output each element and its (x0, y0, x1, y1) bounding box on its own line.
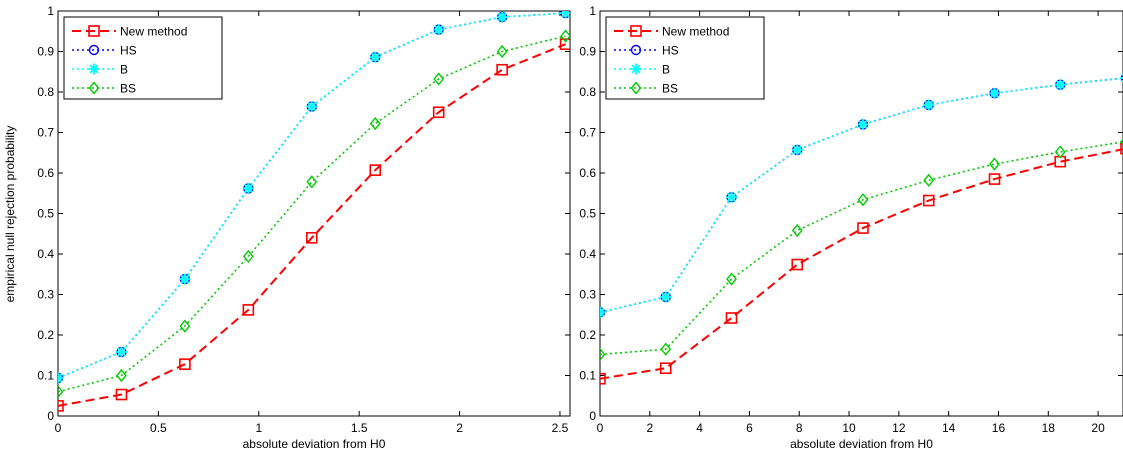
y-tick-label: 0.1 (37, 369, 54, 383)
data-point-b (497, 12, 508, 23)
y-tick-label: 0.2 (579, 328, 596, 342)
x-tick-label: 6 (746, 421, 753, 435)
y-tick-label: 0.8 (579, 85, 596, 99)
x-tick-label: 10 (842, 421, 856, 435)
legend-entry-label: BS (662, 82, 678, 96)
data-point-b (792, 144, 803, 155)
legend-entry-label: HS (120, 44, 137, 58)
data-point-b (660, 291, 671, 302)
y-tick-label: 0.1 (579, 369, 596, 383)
x-tick-label: 18 (1042, 421, 1056, 435)
legend-entry-label: HS (662, 44, 679, 58)
y-tick-label: 0.2 (37, 328, 54, 342)
y-tick-label: 0.3 (579, 288, 596, 302)
legend-marker (89, 64, 100, 75)
y-tick-label: 1 (47, 4, 54, 18)
x-tick-label: 20 (1091, 421, 1105, 435)
x-tick-label: 2.5 (552, 421, 569, 435)
legend: New method HS B BS (64, 17, 222, 99)
x-tick-label: 0.5 (150, 421, 167, 435)
x-tick-label: 8 (796, 421, 803, 435)
shared-y-axis-label: empirical null rejection probability (3, 126, 17, 303)
legend-entry-label: BS (120, 82, 136, 96)
legend-entry-label: New method (120, 25, 187, 39)
x-axis-label: absolute deviation from H0 (243, 437, 386, 451)
y-tick-label: 0 (589, 409, 596, 423)
legend-entry-label: B (120, 63, 128, 77)
x-tick-label: 12 (892, 421, 906, 435)
x-tick-label: 14 (942, 421, 956, 435)
y-tick-label: 0.6 (579, 166, 596, 180)
legend: New method HS B BS (606, 17, 764, 99)
legend-marker (631, 64, 642, 75)
legend-entry-label: B (662, 63, 670, 77)
y-tick-label: 0.7 (579, 126, 596, 140)
data-point-b (370, 52, 381, 63)
y-tick-label: 0.5 (37, 207, 54, 221)
data-point-b (857, 119, 868, 130)
x-tick-label: 2 (646, 421, 653, 435)
y-tick-label: 0.4 (37, 247, 54, 261)
data-point-b (923, 99, 934, 110)
y-tick-label: 0.7 (37, 126, 54, 140)
data-point-b (116, 347, 127, 358)
data-point-b (179, 274, 190, 285)
data-point-b (243, 183, 254, 194)
x-tick-label: 2 (456, 421, 463, 435)
y-tick-label: 1 (589, 4, 596, 18)
y-tick-label: 0.6 (37, 166, 54, 180)
data-point-b (595, 307, 606, 318)
x-tick-label: 16 (992, 421, 1006, 435)
x-tick-label: 0 (597, 421, 604, 435)
x-tick-label: 4 (696, 421, 703, 435)
y-tick-label: 0.9 (37, 45, 54, 59)
y-tick-label: 0.3 (37, 288, 54, 302)
x-tick-label: 1 (255, 421, 262, 435)
x-tick-label: 1.5 (351, 421, 368, 435)
legend-entry-label: New method (662, 25, 729, 39)
data-point-b (989, 88, 1000, 99)
data-point-b (306, 101, 317, 112)
y-tick-label: 0.5 (579, 207, 596, 221)
data-point-b (53, 372, 64, 383)
data-point-b (1055, 79, 1066, 90)
x-axis-label: absolute deviation from H0 (790, 437, 933, 451)
x-tick-label: 0 (55, 421, 62, 435)
y-tick-label: 0.8 (37, 85, 54, 99)
y-tick-label: 0 (47, 409, 54, 423)
chart-panel-1: 0 0.5 1 1.5 2 2.5 0 0.1 0.2 0.3 0.4 0.5 0.6 0.7 0.8 0.9… (37, 4, 571, 451)
data-point-b (560, 8, 571, 19)
data-point-b (726, 192, 737, 203)
y-tick-label: 0.9 (579, 45, 596, 59)
y-tick-label: 0.4 (579, 247, 596, 261)
data-point-b (433, 24, 444, 35)
chart-panel-2: 0 2 4 6 8 10 12 14 16 18 20 0 0.1 0.2 0.3 0.4 0.5 0.6 0.7 0… (579, 4, 1123, 451)
